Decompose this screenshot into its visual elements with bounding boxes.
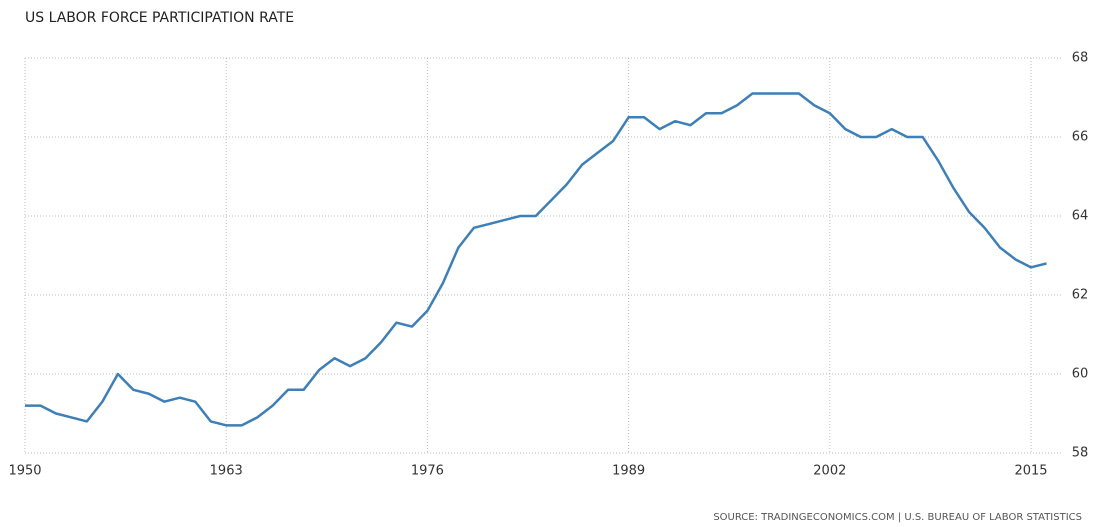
- x-tick-label: 1976: [411, 464, 444, 479]
- x-tick-label: 2002: [813, 464, 846, 479]
- x-tick-label: 1950: [8, 464, 41, 479]
- data-line: [25, 92, 1047, 427]
- x-tick-label: 1989: [612, 464, 645, 479]
- y-tick-label: 68: [1072, 51, 1089, 66]
- y-tick-label: 60: [1072, 367, 1089, 382]
- chart-title: US LABOR FORCE PARTICIPATION RATE: [25, 10, 294, 26]
- x-tick-label: 2015: [1014, 464, 1047, 479]
- source: SOURCE: TRADINGECONOMICS.COM | U.S. BURE…: [713, 512, 1082, 523]
- y-tick-label: 64: [1072, 209, 1089, 224]
- y-tick-label: 62: [1072, 288, 1089, 303]
- x-tick-label: 1963: [210, 464, 243, 479]
- y-tick-label: 58: [1072, 446, 1089, 461]
- y-tick-label: 66: [1072, 130, 1089, 145]
